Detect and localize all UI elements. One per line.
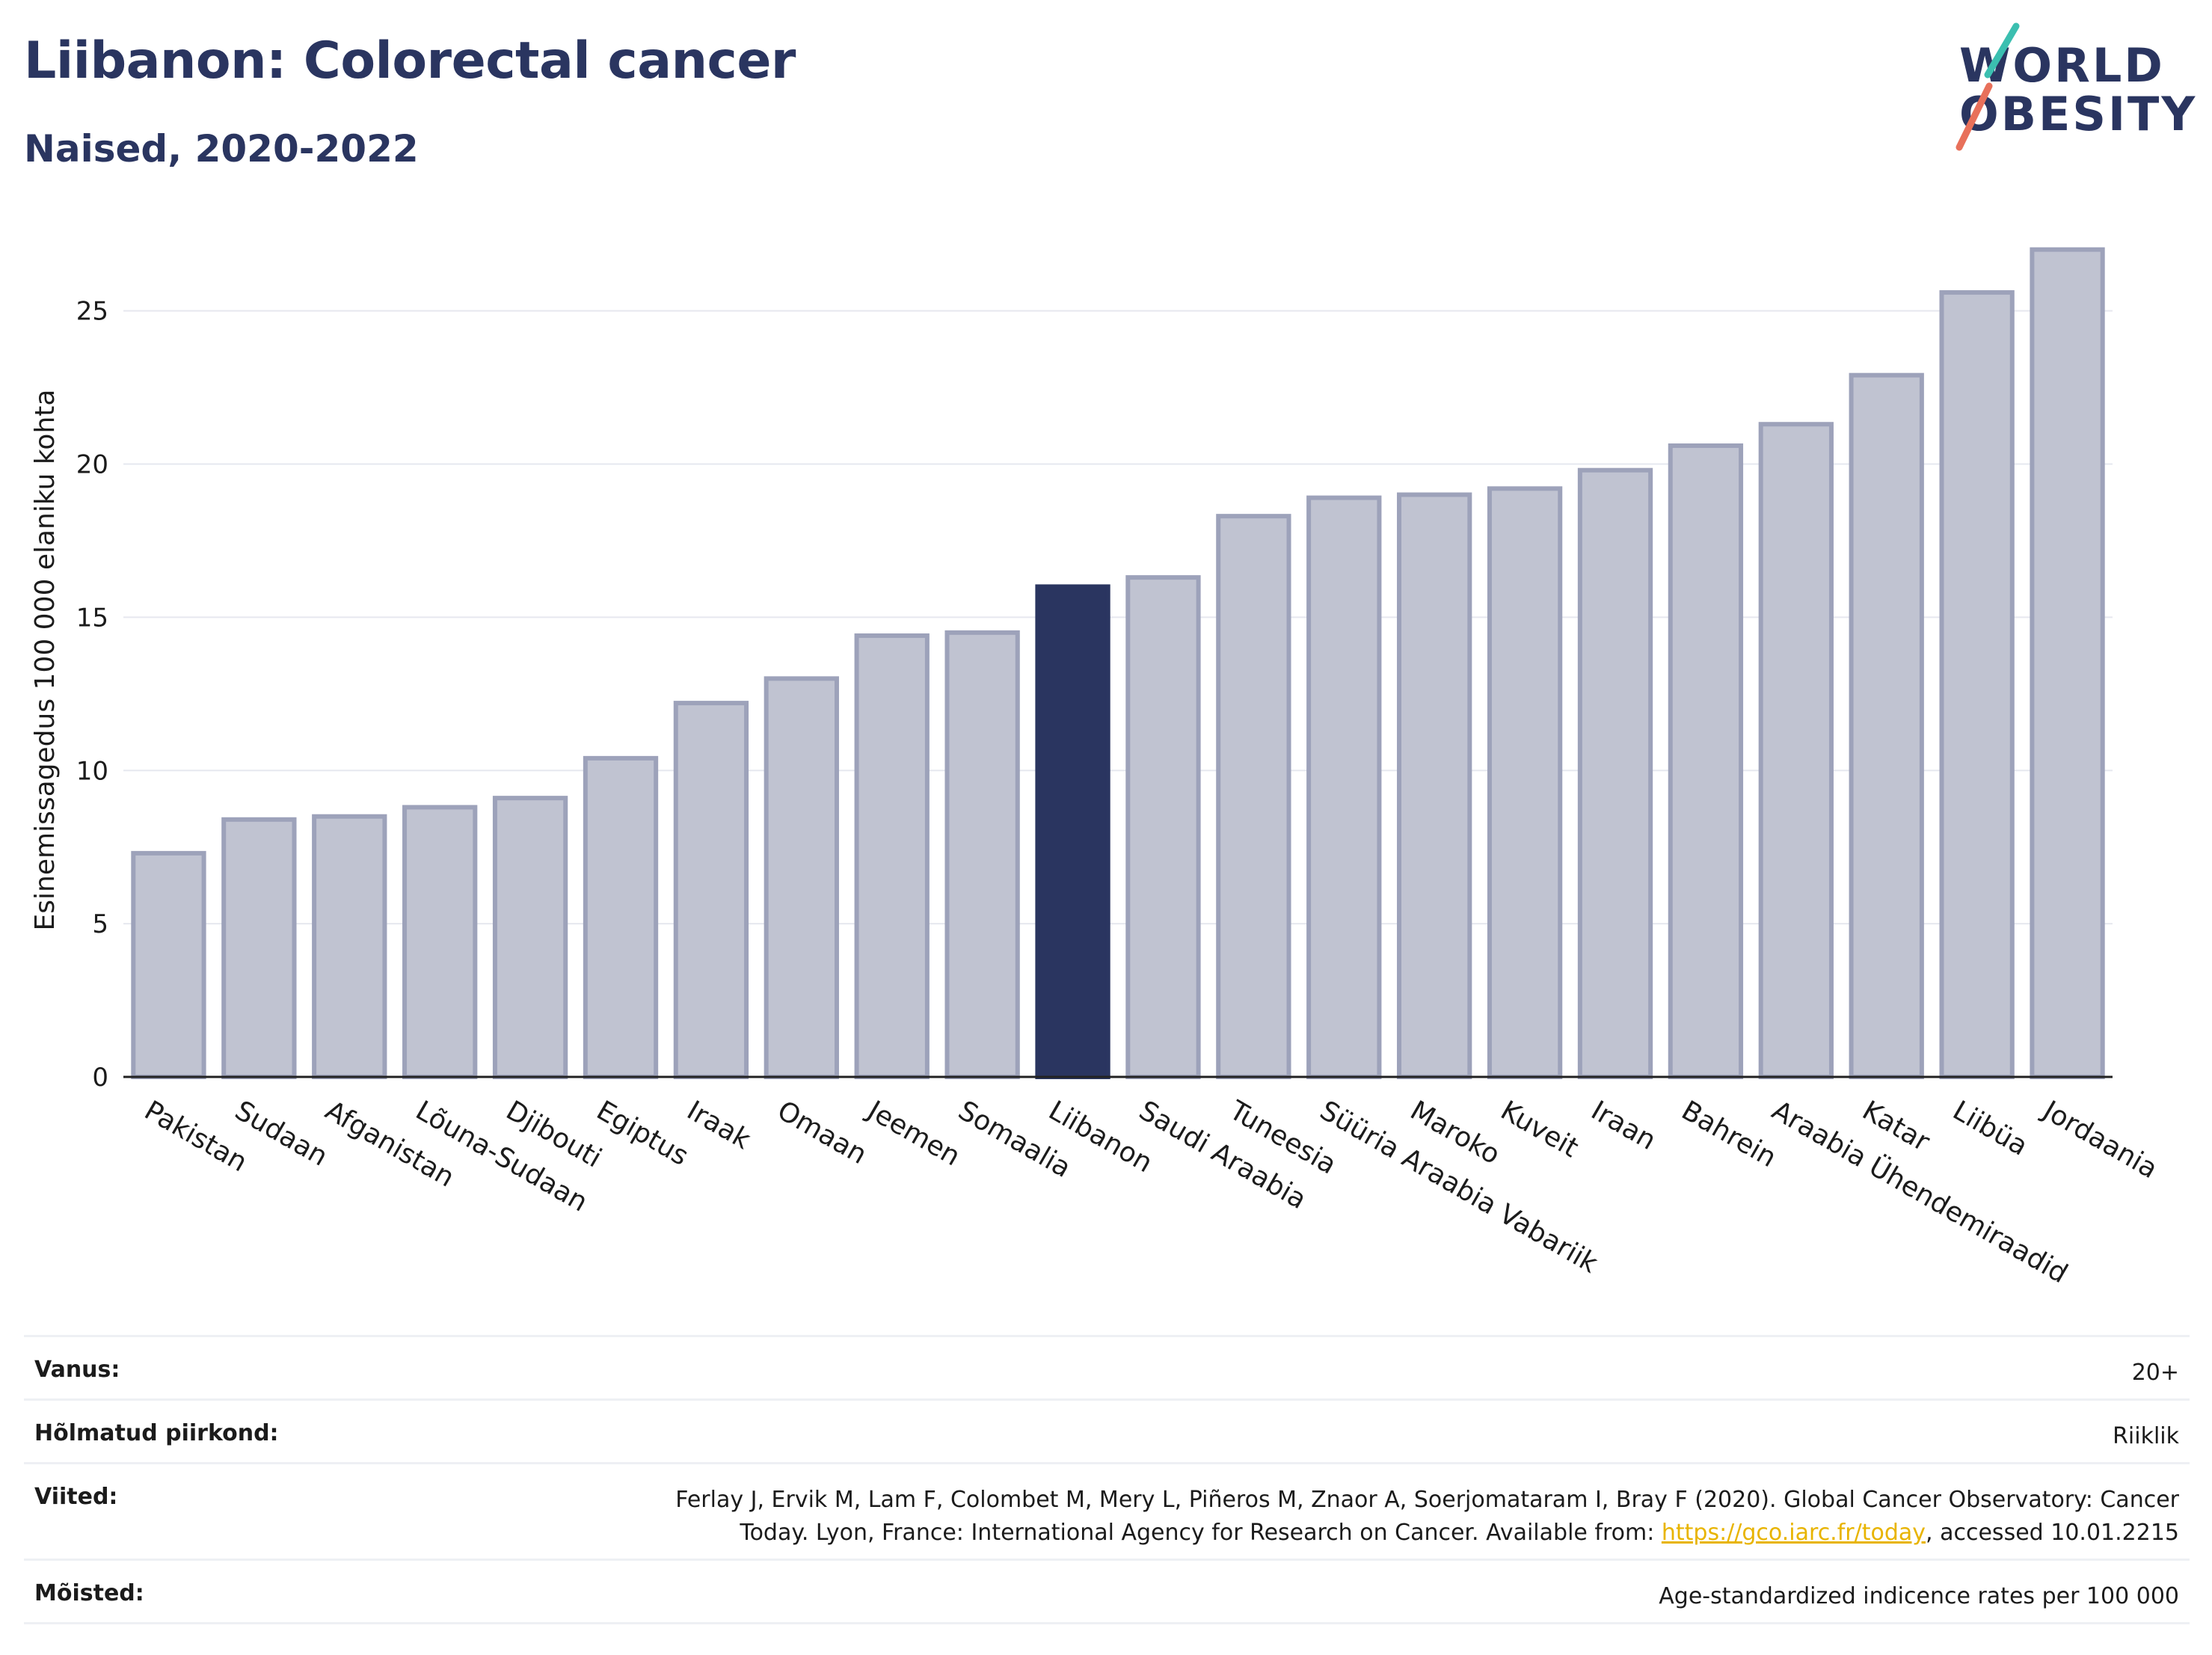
x-tick-label: Egiptus [592, 1095, 694, 1172]
bar-jordaania [2030, 247, 2105, 1080]
meta-label: Viited: [24, 1462, 568, 1560]
bar-iraak [673, 701, 749, 1079]
y-tick-label: 0 [92, 1063, 108, 1093]
chart-subtitle: Naised, 2020-2022 [24, 127, 419, 171]
bar-tuneesia [1216, 514, 1291, 1079]
reference-line-2: Today. Lyon, France: International Agenc… [740, 1520, 1662, 1546]
metadata-table: Vanus: 20+ Hõlmatud piirkond: Riiklik Vi… [24, 1335, 2190, 1624]
chart-title: Liibanon: Colorectal cancer [24, 31, 796, 90]
bar-sudaan [221, 817, 297, 1079]
meta-value: Age-standardized indicence rates per 100… [568, 1559, 2190, 1624]
bar-araabia-ühendemiraadid [1758, 422, 1834, 1079]
bar-jeemen [854, 633, 930, 1079]
y-axis-label: Esinemissagedus 100 000 elaniku kohta [30, 390, 61, 931]
x-tick-label: Kuveit [1496, 1095, 1584, 1164]
bars [131, 247, 2105, 1080]
bar-pakistan [131, 850, 206, 1080]
x-tick-label: Bahrein [1677, 1095, 1781, 1173]
meta-value: Ferlay J, Ervik M, Lam F, Colombet M, Me… [568, 1462, 2190, 1560]
meta-row-region: Hõlmatud piirkond: Riiklik [24, 1398, 2190, 1464]
meta-label: Vanus: [24, 1335, 568, 1400]
meta-value: Riiklik [568, 1398, 2190, 1464]
logo-line-2: OBESITY [1959, 87, 2198, 141]
bar-kuveit [1487, 486, 1563, 1079]
y-tick-label: 25 [76, 297, 108, 327]
bar-bahrein [1668, 443, 1744, 1079]
y-tick-label: 10 [76, 756, 108, 786]
meta-row-references: Viited: Ferlay J, Ervik M, Lam F, Colomb… [24, 1462, 2190, 1560]
bar-liibüa [1939, 290, 2015, 1080]
meta-value: 20+ [568, 1335, 2190, 1400]
bar-iraan [1577, 467, 1653, 1079]
bar-somaalia [944, 630, 1020, 1079]
bar-katar [1849, 372, 1924, 1079]
bar-chart: 0 5 10 15 20 25 PakistanSudaanAfganistanLõuna… [30, 247, 2163, 1289]
bar-lõuna-sudaan [402, 805, 478, 1079]
reference-line-2-end: , accessed 10.01.2215 [1926, 1520, 2179, 1546]
x-tick-label: Iraan [1586, 1095, 1661, 1156]
bar-maroko [1397, 492, 1472, 1079]
x-tick-label: Jeemen [861, 1094, 965, 1172]
y-tick-label: 15 [76, 603, 108, 633]
bar-omaan [764, 676, 839, 1079]
y-tick-label: 5 [92, 909, 108, 939]
y-tick-label: 20 [76, 450, 108, 480]
meta-row-definitions: Mõisted: Age-standardized indicence rate… [24, 1559, 2190, 1624]
meta-label: Hõlmatud piirkond: [24, 1398, 568, 1464]
meta-row-age: Vanus: 20+ [24, 1335, 2190, 1400]
reference-line-1: Ferlay J, Ervik M, Lam F, Colombet M, Me… [675, 1487, 2179, 1513]
logo-slash-icon [1956, 22, 2020, 151]
bar-süüria-araabia-vabariik [1306, 495, 1382, 1079]
x-tick-label: Jordaania [2037, 1094, 2163, 1185]
bar-afganistan [312, 814, 387, 1080]
bar-djibouti [492, 796, 568, 1080]
x-tick-label: Omaan [772, 1095, 872, 1170]
meta-label: Mõisted: [24, 1559, 568, 1624]
y-axis-ticks: 0 5 10 15 20 25 [76, 297, 108, 1093]
x-tick-label: Liibüa [1947, 1095, 2033, 1161]
x-tick-label: Pakistan [139, 1095, 252, 1178]
bar-liibanon [1035, 584, 1110, 1079]
reference-link[interactable]: https://gco.iarc.fr/today [1661, 1520, 1926, 1546]
world-obesity-logo: WORLD OBESITY [1944, 19, 2199, 161]
bar-saudi-araabia [1125, 575, 1201, 1079]
x-axis-tick-labels: PakistanSudaanAfganistanLõuna-SudaanDjib… [139, 1094, 2163, 1289]
bar-egiptus [583, 755, 659, 1079]
